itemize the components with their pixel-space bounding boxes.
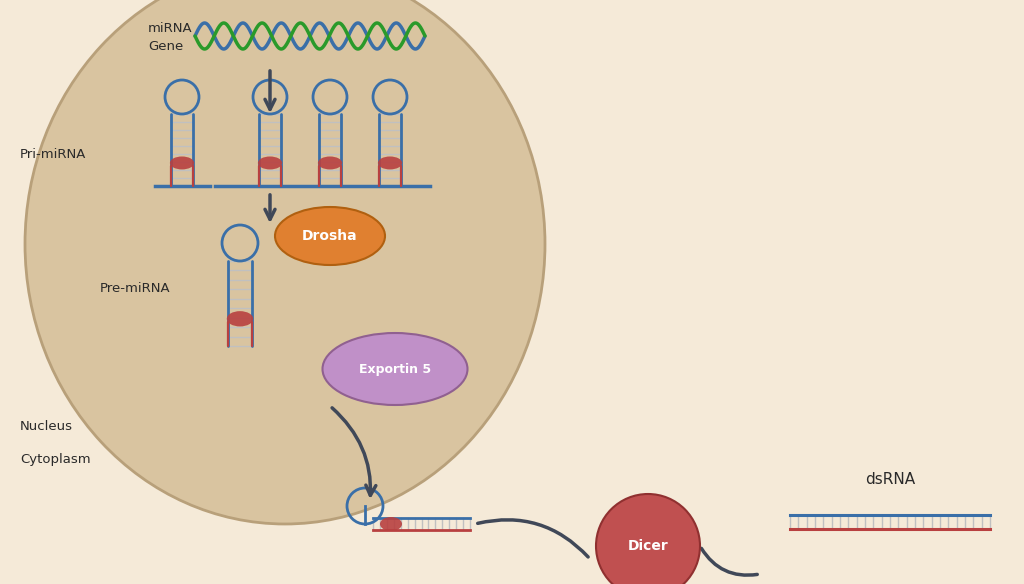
Text: Nucleus: Nucleus — [20, 419, 73, 433]
Ellipse shape — [275, 207, 385, 265]
Ellipse shape — [378, 157, 402, 169]
Text: Exportin 5: Exportin 5 — [359, 363, 431, 376]
FancyArrowPatch shape — [701, 548, 758, 575]
Text: miRNA: miRNA — [148, 23, 193, 36]
Text: Pri-miRNA: Pri-miRNA — [20, 148, 86, 161]
FancyArrowPatch shape — [332, 408, 376, 495]
Text: Cytoplasm: Cytoplasm — [20, 453, 91, 465]
Text: Drosha: Drosha — [302, 229, 357, 243]
Ellipse shape — [317, 157, 342, 169]
Text: Gene: Gene — [148, 40, 183, 53]
Ellipse shape — [380, 517, 402, 531]
Text: Pre-miRNA: Pre-miRNA — [100, 283, 171, 296]
Ellipse shape — [25, 0, 545, 524]
Ellipse shape — [226, 311, 253, 326]
Ellipse shape — [170, 157, 195, 169]
Ellipse shape — [323, 333, 468, 405]
FancyArrowPatch shape — [478, 520, 588, 557]
Ellipse shape — [258, 157, 282, 169]
Circle shape — [596, 494, 700, 584]
Text: dsRNA: dsRNA — [865, 471, 915, 486]
Text: Dicer: Dicer — [628, 539, 669, 553]
